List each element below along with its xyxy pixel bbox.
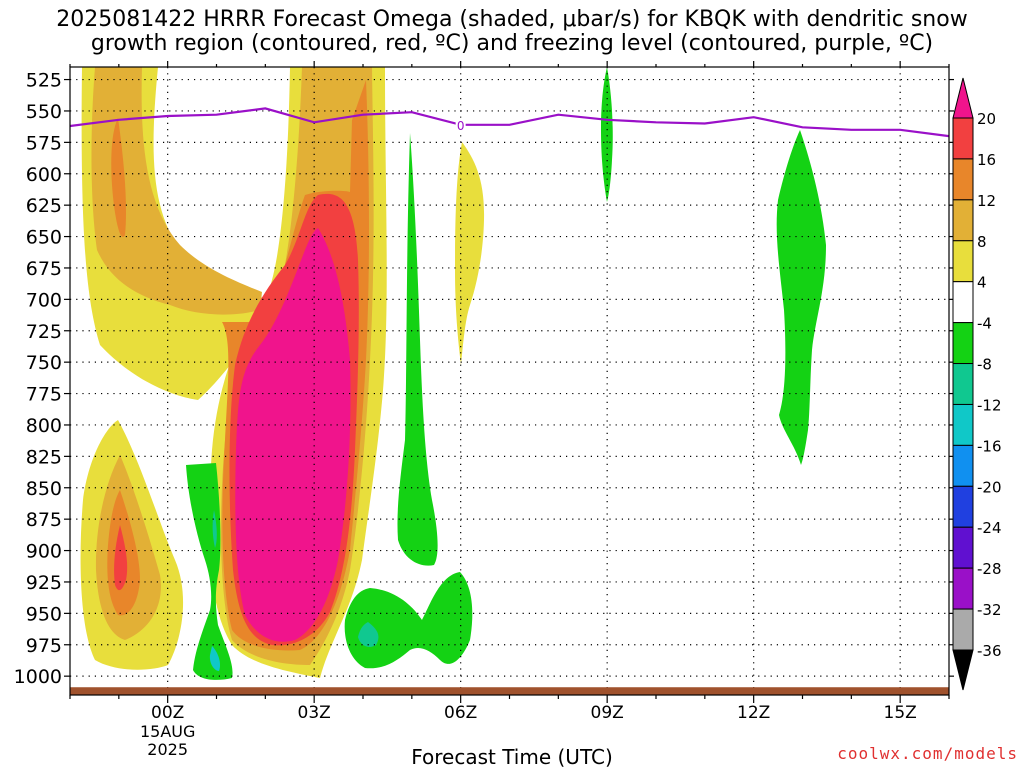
colorbar-label: -20 <box>977 478 1002 496</box>
y-tick-label: 550 <box>26 101 62 123</box>
y-tick-label: 725 <box>26 321 62 343</box>
y-tick-label: 700 <box>26 289 62 311</box>
omega-region-green-01z <box>186 463 233 680</box>
y-tick-label: 600 <box>26 164 62 186</box>
colorbar-swatch <box>952 322 974 365</box>
colorbar-swatch <box>952 117 974 160</box>
colorbar-swatch <box>952 403 974 446</box>
x-date-label: 15AUG <box>140 722 195 741</box>
colorbar-swatch <box>952 281 974 324</box>
colorbar-swatch <box>952 240 974 283</box>
x-axis-label: Forecast Time (UTC) <box>411 745 613 769</box>
omega-shaded-regions <box>80 67 826 680</box>
colorbar-top-arrow <box>952 77 974 119</box>
colorbar-label: -4 <box>977 315 992 333</box>
chart-title-line2: growth region (contoured, red, ºC) and f… <box>90 31 934 56</box>
x-date-label: 2025 <box>147 740 188 759</box>
freezing-level-line <box>70 107 949 138</box>
y-tick-label: 525 <box>26 70 62 92</box>
colorbar-label: -8 <box>977 356 992 374</box>
colorbar-label: -16 <box>977 437 1002 455</box>
omega-region-green-04z-low <box>344 572 473 669</box>
colorbar-label: -36 <box>977 642 1002 660</box>
omega-region-teal-04z-low <box>358 622 379 648</box>
y-tick-label: 625 <box>26 195 62 217</box>
x-tick-label: 06Z <box>444 703 477 723</box>
omega-region-gold-left <box>91 67 263 315</box>
omega-region-cyan-01z <box>209 646 221 671</box>
y-tick-label: 775 <box>26 384 62 406</box>
x-tick-label: 09Z <box>591 703 624 723</box>
y-tick-label: 900 <box>26 541 62 563</box>
colorbar-legend: 20 16 12 8 4 -4 -8 -12 -16 -20 -24 -28 -32 -36 <box>952 77 1002 691</box>
y-tick-label: 850 <box>26 478 62 500</box>
y-tick-label: 675 <box>26 258 62 280</box>
ground-surface-bar <box>70 687 949 695</box>
colorbar-swatch <box>952 363 974 405</box>
freezing-level-contour-label: 0 <box>455 117 466 133</box>
y-tick-label: 975 <box>26 635 62 657</box>
colorbar-swatch <box>952 485 974 528</box>
omega-region-green-09z <box>601 67 613 202</box>
x-tick-label: 00Z <box>151 703 184 723</box>
omega-region-green-05z <box>397 133 438 566</box>
colorbar-label: -24 <box>977 519 1002 537</box>
chart-gridlines <box>70 67 949 695</box>
x-tick-label: 03Z <box>298 703 331 723</box>
x-tick-label: 12Z <box>737 703 770 723</box>
omega-region-green-13z <box>776 130 826 465</box>
omega-region-red-lowleft <box>114 525 128 591</box>
colorbar-swatch <box>952 158 974 201</box>
svg-text:0: 0 <box>457 119 465 133</box>
y-tick-label: 950 <box>26 603 62 625</box>
colorbar-swatch <box>952 444 974 487</box>
y-tick-label: 750 <box>26 352 62 374</box>
x-tick-label: 15Z <box>884 703 917 723</box>
y-tick-label: 800 <box>26 415 62 437</box>
omega-region-magenta-main <box>235 228 351 642</box>
colorbar-label: 16 <box>977 151 996 169</box>
colorbar-label: 4 <box>977 274 987 292</box>
colorbar-swatch <box>952 526 974 569</box>
y-tick-label: 650 <box>26 227 62 249</box>
source-credit: coolwx.com/models <box>837 744 1018 763</box>
y-axis: 525 550 575 600 625 650 675 700 725 750 775 800 825 8… <box>14 70 954 688</box>
y-tick-label: 875 <box>26 509 62 531</box>
colorbar-swatch <box>952 567 974 610</box>
omega-region-yellow-06z <box>455 142 485 365</box>
colorbar-label: -12 <box>977 396 1002 414</box>
colorbar-label: -32 <box>977 601 1002 619</box>
colorbar-label: -28 <box>977 560 1002 578</box>
chart-title-line1: 2025081422 HRRR Forecast Omega (shaded, … <box>56 7 968 32</box>
colorbar-swatch <box>952 199 974 242</box>
y-tick-label: 1000 <box>14 666 62 688</box>
colorbar-label: 12 <box>977 192 996 210</box>
y-tick-label: 575 <box>26 132 62 154</box>
colorbar-label: 8 <box>977 233 987 251</box>
colorbar-label: 20 <box>977 110 996 128</box>
colorbar-bottom-arrow <box>952 649 974 691</box>
omega-region-orange-left <box>111 118 127 237</box>
colorbar-swatch <box>952 608 974 651</box>
y-tick-label: 825 <box>26 446 62 468</box>
y-tick-label: 925 <box>26 572 62 594</box>
